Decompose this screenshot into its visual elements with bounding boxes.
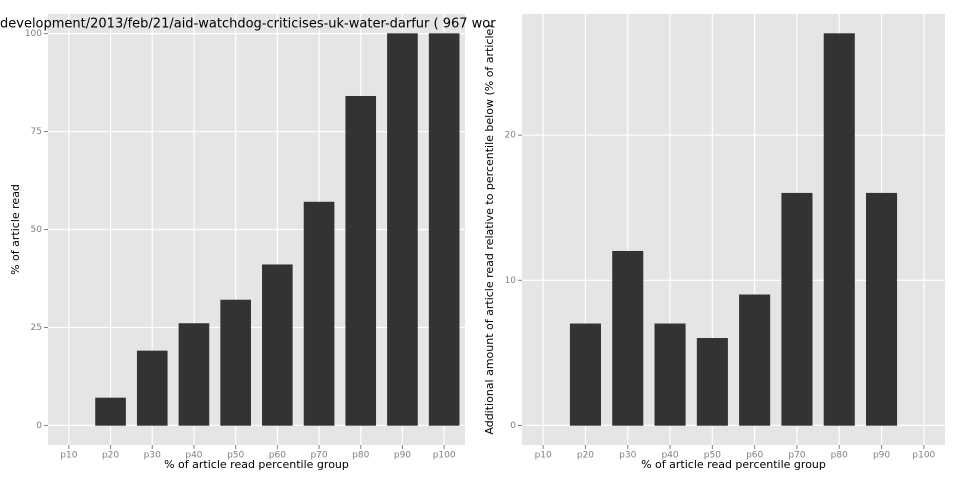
bar [612,250,644,426]
bar [220,299,251,426]
x-tick-label: p100 [912,451,935,461]
x-tick-label: p70 [788,451,805,461]
x-tick-label: p80 [352,451,369,461]
y-axis-title: % of article read [9,184,22,275]
y-axis-title: Additional amount of article read relati… [483,24,496,434]
bar [136,350,168,426]
x-axis-title: % of article read percentile group [641,458,826,471]
x-tick-label: p50 [704,451,721,461]
x-tick-label: p10 [535,451,552,461]
bar [654,323,686,426]
bar [428,33,460,426]
chart-title: development/2013/feb/21/aid-watchdog-cri… [0,17,496,32]
x-tick-label: p70 [310,451,327,461]
y-tick-label: 75 [31,127,42,137]
bar [95,397,126,426]
bar [696,338,728,426]
y-tick-label: 20 [505,131,517,141]
x-tick-label: p80 [831,451,848,461]
x-tick-label: p90 [873,451,890,461]
x-tick-label: p100 [433,451,456,461]
x-tick-label: p30 [144,451,161,461]
x-tick-label: p50 [227,451,244,461]
bar [345,95,377,426]
x-tick-label: p20 [577,451,594,461]
x-tick-label: p90 [394,451,411,461]
bar [178,323,210,426]
bar [387,33,418,426]
bar [739,294,771,426]
y-tick-label: 50 [31,225,43,235]
x-tick-label: p60 [269,451,286,461]
y-tick-label: 10 [505,276,517,286]
x-tick-label: p20 [102,451,119,461]
bar [569,323,601,426]
bar [823,33,855,426]
x-tick-label: p40 [185,451,202,461]
bar [262,264,293,426]
y-tick-label: 0 [510,421,516,431]
y-tick-label: 100 [25,29,42,39]
y-tick-label: 25 [31,323,42,333]
bar [866,192,898,426]
x-tick-label: p60 [746,451,763,461]
x-tick-label: p10 [60,451,77,461]
x-tick-label: p30 [619,451,636,461]
y-tick-label: 0 [36,421,42,431]
bar [303,201,335,426]
x-axis-title: % of article read percentile group [164,458,349,471]
x-tick-label: p40 [661,451,678,461]
bar [781,192,813,426]
